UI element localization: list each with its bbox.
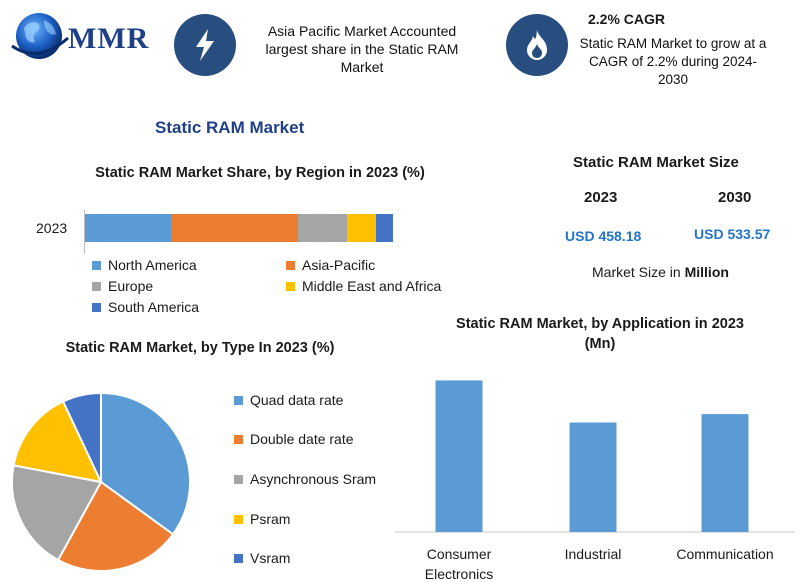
type-legend-item: Asynchronous Sram [234,471,376,487]
region-category-label: 2023 [36,220,68,236]
region-bar-segment [376,214,393,242]
legend-label: Asynchronous Sram [250,471,377,487]
legend-label: Quad data rate [250,392,344,408]
legend-label: Middle East and Africa [302,278,442,294]
legend-label: North America [108,257,197,273]
legend-label: Asia-Pacific [302,257,376,273]
market-size-note: Market Size in Million [592,264,729,280]
type-legend-item: Psram [234,511,290,527]
market-size-year-1: 2023 [584,189,618,206]
legend-swatch [234,514,243,524]
cagr-title: 2.2% CAGR [588,11,666,27]
logo: MMR [6,4,166,64]
region-legend-item: Asia-Pacific [286,257,375,273]
x-tick-label: Consumer Electronics [425,546,493,582]
highlight-text: Asia Pacific Market Accounted largest sh… [265,23,459,75]
legend-swatch [92,302,101,312]
legend-swatch [234,434,243,444]
application-chart-title: Static RAM Market, by Application in 202… [456,316,744,352]
region-chart-title: Static RAM Market Share, by Region in 20… [95,165,425,181]
lightning-bolt-icon [196,29,214,61]
legend-label: Europe [108,278,154,294]
region-legend-item: South America [92,299,199,315]
legend-swatch [286,260,295,270]
legend-label: South America [108,299,200,315]
flame-icon [527,30,547,60]
market-size-year-2: 2030 [718,189,752,206]
legend-swatch [286,281,295,291]
pie-slice [61,391,102,483]
region-bar-segment [297,214,347,242]
market-size-note-unit: Million [684,264,729,280]
legend-swatch [234,395,243,405]
x-tick-label: Industrial [565,546,622,562]
pie-slice [11,464,103,562]
legend-swatch [234,553,243,563]
application-bar-chart: Consumer Electronics Industrial Communicati… [395,380,795,582]
region-legend-item: Europe [92,278,153,294]
application-bar [435,380,483,532]
region-bar-segment [346,214,377,242]
legend-swatch [92,260,101,270]
region-bar-segment [85,214,172,242]
market-size-note-prefix: Market Size in [592,264,685,280]
globe-icon [11,13,69,59]
type-pie-chart [11,391,191,572]
legend-label: Vsram [250,550,291,566]
legend-label: Double date rate [250,431,354,447]
market-size-value-2: USD 533.57 [694,226,771,242]
logo-text: MMR [68,22,150,55]
type-legend-item: Double date rate [234,431,354,447]
market-size-title: Static RAM Market Size [573,154,739,171]
pie-slice [56,480,175,572]
legend-label: Psram [250,511,291,527]
highlight-icon-circle [174,14,236,76]
pie-slice [100,391,191,536]
type-legend-item: Quad data rate [234,392,343,408]
legend-swatch [92,281,101,291]
application-bar [569,422,617,532]
market-size-value-1: USD 458.18 [565,228,642,244]
pie-slice [12,400,103,484]
cagr-icon-circle [506,14,568,76]
region-stacked-bar [85,214,393,242]
region-bar-segment [171,214,298,242]
type-chart-title: Static RAM Market, by Type In 2023 (%) [65,340,335,356]
type-legend-item: Vsram [234,550,290,566]
application-bar [701,414,749,532]
region-legend-item: North America [92,257,197,273]
x-tick-label: Communication [676,546,773,562]
page-title: Static RAM Market [155,118,305,137]
region-axis-line [84,210,85,254]
region-legend-item: Middle East and Africa [286,278,441,294]
cagr-text: Static RAM Market to grow at a CAGR of 2… [579,36,767,87]
legend-swatch [234,474,243,484]
